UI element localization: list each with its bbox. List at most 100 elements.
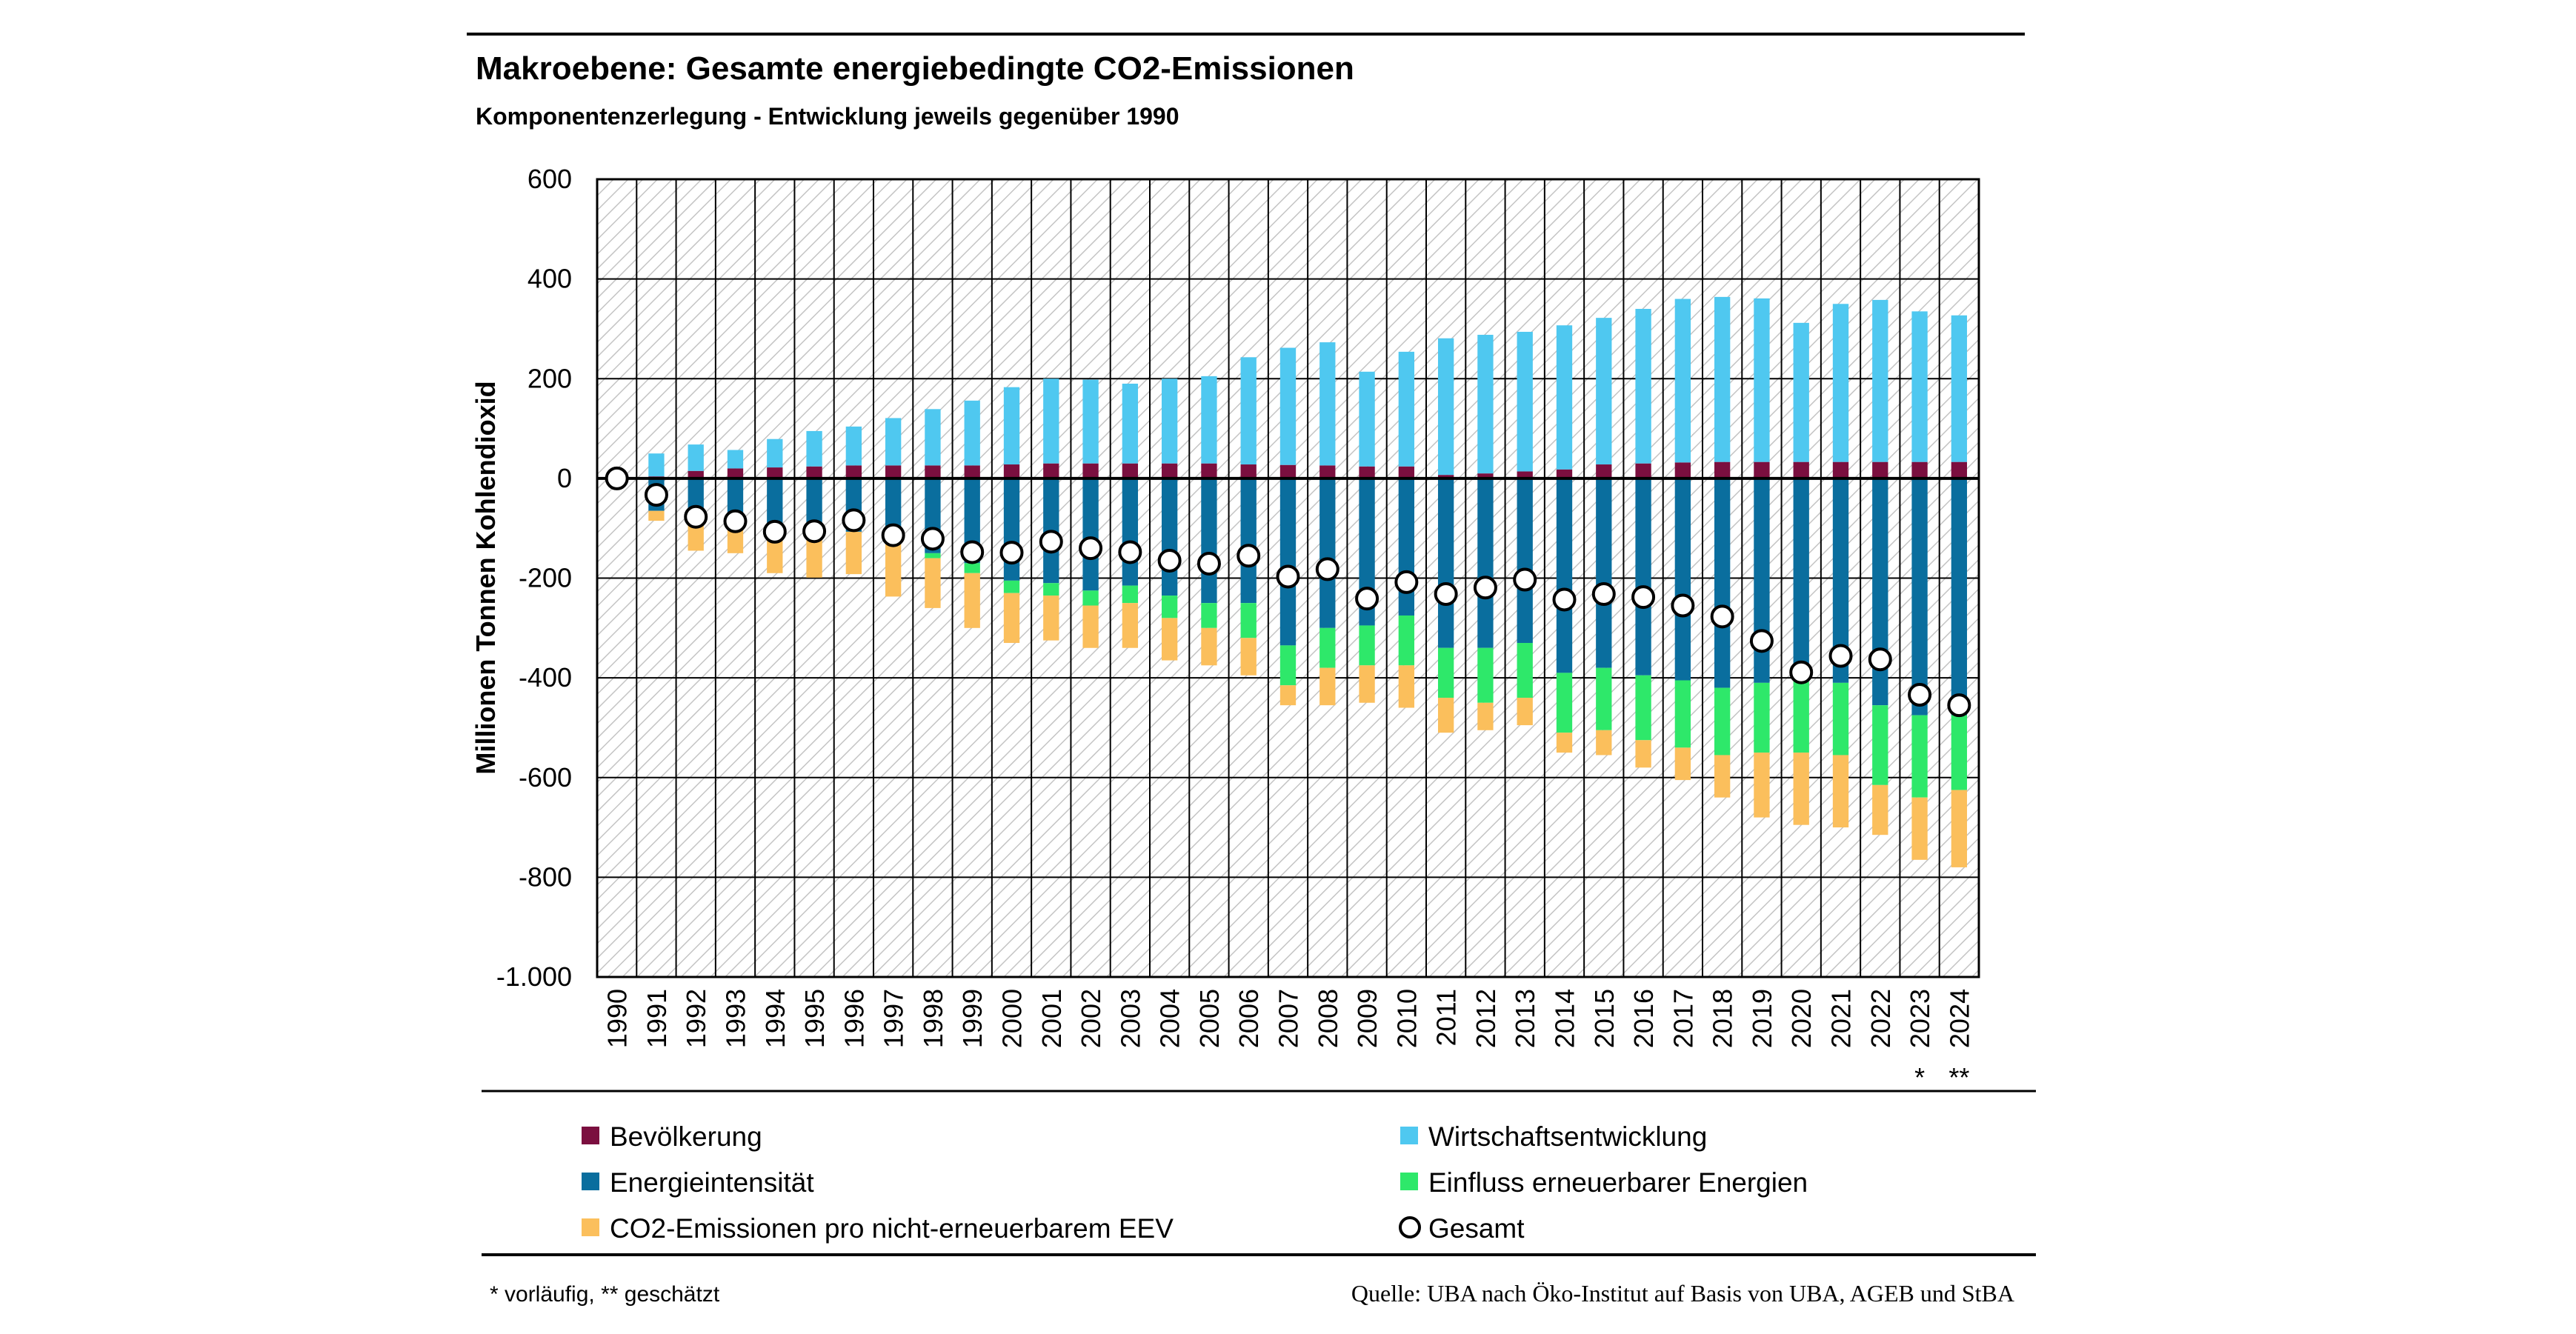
bar-bevoelkerung [1201, 463, 1217, 478]
y-tick-labels: 600 400 200 0 -200 -400 -600 -800 -1.000 [496, 164, 572, 992]
bar-bevoelkerung [1279, 464, 1297, 478]
bar-wirtschaft [925, 409, 941, 466]
bar-erneuerbare [925, 553, 941, 558]
gesamt-point [1079, 536, 1103, 561]
x-tick-label: 1993 [721, 989, 751, 1048]
bar-wirtschaft [1359, 371, 1375, 467]
bar-co2 [1082, 605, 1099, 648]
bar-energieintensitaet [1003, 478, 1020, 581]
gesamt-point [1749, 629, 1774, 653]
bar-wirtschaft [1082, 379, 1099, 464]
bar-wirtschaft [1003, 387, 1020, 465]
bar-co2 [1793, 753, 1809, 825]
gesamt-point [920, 527, 945, 551]
bar-energieintensitaet [1279, 478, 1297, 646]
footnote: * vorläufig, ** geschätzt [490, 1282, 720, 1307]
bar-wirtschaft [1635, 309, 1651, 464]
bar-wirtschaft [1872, 299, 1888, 462]
bar-co2 [1161, 618, 1178, 661]
bar-co2 [1872, 784, 1888, 836]
bar-erneuerbare [1517, 643, 1533, 698]
bar-wirtschaft [767, 438, 783, 468]
bar-wirtschaft [1714, 296, 1731, 462]
bar-erneuerbare [1872, 705, 1888, 785]
bar-erneuerbare [1003, 580, 1020, 593]
x-tick-label: 2013 [1510, 989, 1540, 1048]
legend-label-co2: CO2-Emissionen pro nicht-erneuerbarem EE… [610, 1213, 1174, 1244]
chart-title: Makroebene: Gesamte energiebedingte CO2-… [476, 50, 1354, 87]
gesamt-point [1473, 576, 1497, 600]
gesamt-point [1710, 604, 1734, 629]
gesamt-point [960, 540, 985, 564]
gesamt-point [1868, 647, 1892, 672]
bar-bevoelkerung [1832, 461, 1849, 478]
bar-wirtschaft [845, 426, 862, 466]
bar-bevoelkerung [1161, 463, 1178, 478]
gesamt-point [1394, 570, 1419, 594]
bar-co2 [688, 521, 704, 551]
bar-co2 [1201, 627, 1217, 666]
bar-erneuerbare [1793, 680, 1809, 753]
bar-energieintensitaet [1556, 478, 1573, 673]
gesamt-point [1434, 582, 1458, 607]
bar-erneuerbare [1240, 603, 1257, 638]
bar-bevoelkerung [1911, 461, 1928, 478]
y-tick-label: 200 [527, 363, 572, 393]
bar-bevoelkerung [964, 465, 980, 478]
bar-co2 [1477, 702, 1494, 730]
bar-wirtschaft [1043, 378, 1059, 464]
bar-co2 [1240, 638, 1257, 676]
x-tick-label: 1997 [879, 989, 909, 1048]
gesamt-point [723, 509, 748, 533]
y-tick-label: 0 [557, 463, 572, 493]
x-tick-label: 2022 [1866, 989, 1896, 1048]
bar-wirtschaft [1832, 304, 1849, 462]
bar-bevoelkerung [1674, 462, 1691, 478]
bar-bevoelkerung [1319, 465, 1336, 478]
bar-bevoelkerung [1082, 463, 1099, 478]
bar-energieintensitaet [1240, 478, 1257, 604]
gesamt-point [1513, 567, 1537, 592]
gesamt-point [1591, 582, 1616, 607]
x-tick-label: 2009 [1352, 989, 1382, 1048]
legend-label-erneuerbare: Einfluss erneuerbarer Energien [1428, 1167, 1808, 1198]
x-tick-mark: ** [1948, 1062, 1969, 1093]
bar-wirtschaft [1437, 338, 1454, 476]
bar-wirtschaft [1596, 318, 1612, 465]
bar-bevoelkerung [1951, 461, 1968, 478]
x-tick-label: 2019 [1747, 989, 1777, 1048]
bar-bevoelkerung [885, 465, 902, 478]
bar-energieintensitaet [1122, 478, 1139, 586]
gesamt-point [1118, 540, 1142, 564]
bar-wirtschaft [1911, 311, 1928, 462]
x-tick-label: 1994 [760, 989, 791, 1048]
bar-bevoelkerung [1359, 466, 1375, 478]
gesamt-point [1197, 551, 1221, 576]
bar-erneuerbare [1279, 645, 1297, 686]
bar-co2 [1319, 667, 1336, 706]
gesamt-point [1157, 548, 1182, 573]
bar-co2 [1714, 755, 1731, 798]
bar-erneuerbare [1122, 585, 1139, 604]
gesamt-point [1908, 683, 1932, 707]
bar-bevoelkerung [727, 468, 744, 478]
x-tick-label: 2011 [1431, 989, 1462, 1046]
bar-wirtschaft [1477, 335, 1494, 474]
bar-wirtschaft [1122, 383, 1139, 464]
bar-erneuerbare [1319, 627, 1336, 668]
x-tick-label: 2001 [1036, 989, 1067, 1048]
bar-co2 [1635, 740, 1651, 768]
gesamt-point [762, 519, 787, 544]
legend-label-wirtschaft: Wirtschaftsentwicklung [1428, 1121, 1707, 1152]
bar-co2 [1911, 797, 1928, 860]
bar-co2 [767, 533, 783, 573]
legend-swatch-erneuerbare [1400, 1173, 1418, 1190]
x-tick-label: 2024 [1944, 989, 1974, 1048]
gesamt-point [1355, 587, 1379, 611]
gesamt-point [684, 504, 708, 529]
gesamt-point [644, 483, 668, 507]
bar-bevoelkerung [688, 470, 704, 478]
bar-wirtschaft [1240, 357, 1257, 465]
bar-co2 [1279, 685, 1297, 706]
bar-erneuerbare [1674, 680, 1691, 748]
